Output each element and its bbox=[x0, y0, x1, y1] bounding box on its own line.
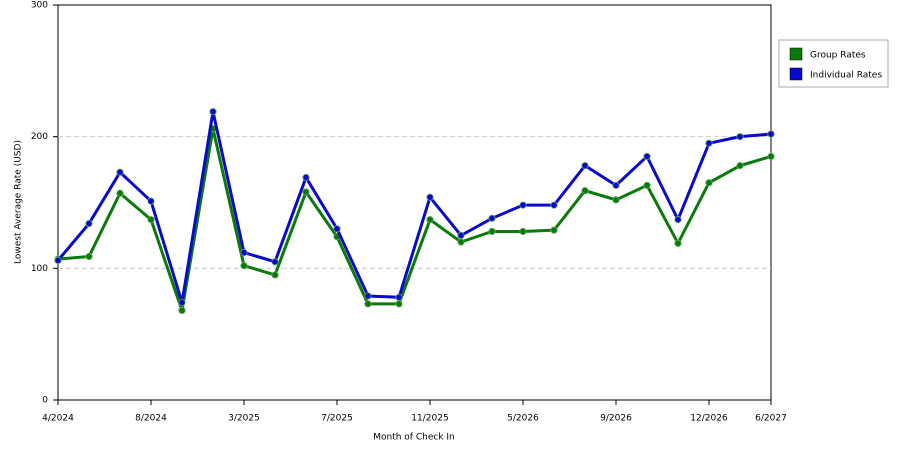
y-axis-title: Lowest Average Rate (USD) bbox=[14, 140, 24, 264]
data-point bbox=[643, 181, 651, 189]
x-tick-label: 8/2024 bbox=[135, 414, 167, 424]
data-point bbox=[426, 193, 434, 201]
y-tick-label: 200 bbox=[31, 132, 48, 142]
y-tick-label: 300 bbox=[31, 1, 48, 11]
x-axis-title: Month of Check In bbox=[373, 433, 455, 443]
data-point bbox=[302, 188, 310, 196]
data-point bbox=[54, 256, 62, 265]
data-point bbox=[550, 201, 558, 209]
legend-swatch bbox=[789, 67, 803, 81]
data-point bbox=[488, 227, 496, 236]
data-point bbox=[85, 219, 93, 228]
data-point bbox=[519, 201, 527, 209]
plot-area bbox=[57, 4, 772, 401]
legend-label: Individual Rates bbox=[810, 71, 882, 81]
data-point bbox=[457, 238, 465, 246]
data-point bbox=[705, 139, 713, 147]
y-tick-label: 100 bbox=[31, 264, 48, 274]
data-point bbox=[767, 130, 775, 138]
x-tick-label: 9/2026 bbox=[600, 414, 632, 424]
data-point bbox=[736, 133, 744, 141]
data-point bbox=[643, 152, 651, 161]
data-point bbox=[147, 197, 155, 205]
y-tick-label: 0 bbox=[42, 396, 48, 406]
series-line bbox=[56, 111, 772, 304]
data-point bbox=[147, 216, 155, 224]
data-point bbox=[209, 108, 217, 116]
data-point bbox=[85, 252, 93, 261]
data-point bbox=[612, 196, 620, 204]
data-point bbox=[364, 300, 372, 308]
legend-swatch bbox=[789, 47, 803, 61]
legend-label: Group Rates bbox=[810, 51, 866, 61]
data-point bbox=[240, 262, 248, 270]
x-tick-label: 3/2025 bbox=[228, 414, 260, 424]
data-point bbox=[116, 189, 124, 197]
data-point bbox=[271, 258, 279, 266]
data-point bbox=[116, 168, 124, 176]
data-point bbox=[674, 216, 682, 224]
x-tick-label: 6/2027 bbox=[755, 414, 787, 424]
data-point bbox=[178, 306, 186, 315]
data-point bbox=[333, 225, 341, 233]
x-tick-label: 4/2024 bbox=[42, 414, 74, 424]
data-point bbox=[395, 300, 403, 308]
data-point bbox=[612, 181, 620, 189]
data-point bbox=[488, 214, 496, 222]
data-point bbox=[240, 248, 248, 257]
data-point bbox=[364, 292, 372, 300]
data-point bbox=[581, 162, 589, 170]
data-point bbox=[736, 162, 744, 170]
x-tick-label: 5/2026 bbox=[507, 414, 539, 424]
series-line bbox=[57, 128, 772, 311]
data-point bbox=[457, 231, 465, 240]
data-point bbox=[519, 227, 527, 236]
data-point bbox=[767, 152, 775, 161]
x-tick-label: 7/2025 bbox=[321, 414, 353, 424]
data-point bbox=[674, 239, 682, 247]
data-point bbox=[426, 216, 434, 224]
data-point bbox=[581, 187, 589, 195]
data-point bbox=[178, 298, 186, 307]
data-point bbox=[550, 226, 558, 234]
data-point bbox=[302, 173, 310, 182]
data-point bbox=[395, 293, 403, 301]
x-tick-label: 12/2026 bbox=[690, 414, 728, 424]
x-tick-label: 11/2025 bbox=[411, 414, 448, 424]
data-point bbox=[705, 179, 713, 187]
data-point bbox=[271, 271, 279, 279]
